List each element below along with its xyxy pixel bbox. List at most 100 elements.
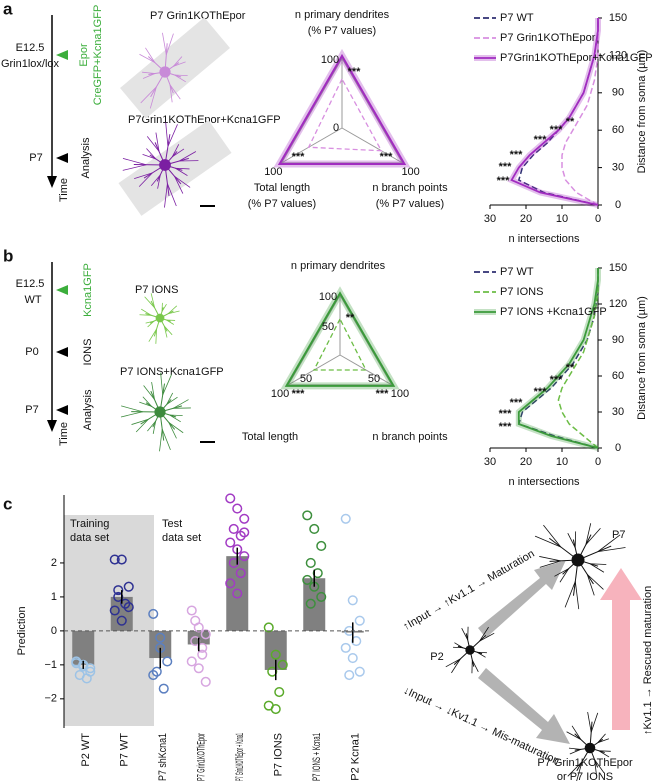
radar-axis-label: n branch points bbox=[372, 182, 448, 194]
data-point bbox=[239, 551, 250, 562]
data-point bbox=[239, 527, 250, 538]
soma bbox=[154, 406, 166, 418]
dendrite bbox=[594, 759, 605, 774]
dendrite bbox=[471, 659, 479, 672]
line-series bbox=[561, 18, 599, 206]
dendrite bbox=[160, 372, 164, 395]
radar-axis bbox=[341, 127, 403, 164]
dendrite bbox=[179, 151, 197, 162]
event-marker bbox=[56, 405, 68, 415]
training-background bbox=[64, 515, 154, 726]
dendrite bbox=[152, 421, 157, 434]
dendrite bbox=[461, 628, 469, 641]
significance: *** bbox=[499, 408, 513, 420]
dendrite bbox=[163, 325, 168, 338]
arrow-mismaturation bbox=[478, 668, 570, 744]
timeline-start: E12.5 bbox=[16, 42, 45, 54]
dendrite bbox=[155, 328, 157, 344]
dendrite bbox=[586, 574, 595, 596]
dendrite bbox=[173, 56, 183, 67]
x-tick-label: 0 bbox=[595, 456, 601, 468]
dendrite bbox=[141, 308, 152, 316]
dendrite bbox=[142, 396, 152, 407]
x-tick-label: 0 bbox=[595, 213, 601, 225]
data-point bbox=[340, 513, 351, 524]
radar-axis bbox=[281, 127, 343, 164]
y-tick-label: 90 bbox=[612, 334, 624, 346]
dendrite bbox=[543, 524, 562, 548]
dendrite bbox=[445, 658, 461, 668]
diagram-start: P2 bbox=[430, 651, 443, 663]
dendrite bbox=[559, 568, 570, 583]
data-point bbox=[148, 669, 159, 681]
data-point bbox=[85, 666, 96, 677]
data-point bbox=[186, 605, 197, 616]
soma bbox=[465, 645, 475, 655]
dendrite bbox=[534, 535, 561, 548]
image-label: P7 Grin1KOThEpor bbox=[150, 10, 246, 22]
radar-axis-label: Total length bbox=[242, 431, 298, 443]
timeline-event-time: P0 bbox=[25, 346, 38, 358]
data-point bbox=[113, 591, 124, 602]
timeline-axis: Time bbox=[58, 422, 70, 446]
dendrite bbox=[597, 738, 609, 744]
data-point bbox=[123, 602, 134, 613]
dendrite bbox=[597, 733, 606, 744]
timeline-genotype: WT bbox=[24, 294, 41, 306]
legend-label: P7 IONS +Kcna1GFP bbox=[500, 306, 607, 318]
dendrite bbox=[162, 374, 172, 396]
data-point bbox=[312, 568, 323, 579]
dendrite bbox=[162, 32, 167, 55]
dendrite bbox=[139, 401, 152, 407]
significance: *** bbox=[510, 149, 524, 161]
data-point bbox=[162, 656, 173, 667]
dendrite bbox=[479, 632, 495, 642]
radar-tick-label: 100 bbox=[264, 166, 282, 178]
dendrite bbox=[147, 320, 155, 328]
dendrite bbox=[166, 319, 175, 325]
event-marker bbox=[56, 285, 68, 295]
significance: *** bbox=[292, 388, 306, 400]
significance: *** bbox=[499, 161, 513, 173]
dendrite bbox=[590, 563, 607, 565]
dendrite bbox=[148, 328, 157, 342]
event-marker bbox=[56, 347, 68, 357]
y-tick-label: 1 bbox=[51, 591, 57, 603]
radar-series bbox=[280, 56, 404, 164]
data-point bbox=[116, 615, 127, 626]
dendrite bbox=[145, 47, 156, 63]
radar-series bbox=[312, 317, 368, 371]
pathway: ↑Kv1.1 → Rescued maturation bbox=[642, 586, 654, 735]
radar-axis bbox=[339, 354, 393, 386]
soma bbox=[159, 66, 171, 78]
test-label: data set bbox=[162, 532, 201, 544]
radar-tick-label: 50 bbox=[368, 373, 380, 385]
dendrite bbox=[155, 132, 160, 152]
x-tick-label: P7 WT bbox=[119, 733, 131, 767]
dendrite bbox=[168, 422, 177, 439]
dendrite bbox=[477, 651, 486, 658]
x-tick-label: 10 bbox=[556, 456, 568, 468]
data-point bbox=[190, 636, 201, 647]
arrow-rescue bbox=[600, 568, 642, 730]
data-point bbox=[200, 676, 211, 687]
dendrite bbox=[175, 167, 190, 170]
significance: *** bbox=[292, 151, 306, 163]
dendrite bbox=[597, 534, 621, 552]
dendrite bbox=[165, 122, 169, 147]
x-tick-label: P7 Grin1KOThEpor bbox=[196, 733, 208, 781]
soma bbox=[584, 742, 596, 754]
dendrite bbox=[120, 411, 143, 418]
data-point bbox=[270, 703, 281, 715]
dendrite bbox=[564, 581, 576, 608]
dendrite bbox=[585, 523, 592, 545]
timeline-event: Analysis bbox=[82, 389, 94, 430]
dendrite bbox=[597, 547, 626, 553]
dendrite bbox=[163, 325, 173, 336]
significance: ** bbox=[566, 116, 575, 128]
data-point bbox=[232, 588, 243, 599]
dendrite bbox=[151, 381, 155, 400]
x-axis-label: n intersections bbox=[509, 233, 580, 245]
data-point bbox=[193, 663, 204, 674]
